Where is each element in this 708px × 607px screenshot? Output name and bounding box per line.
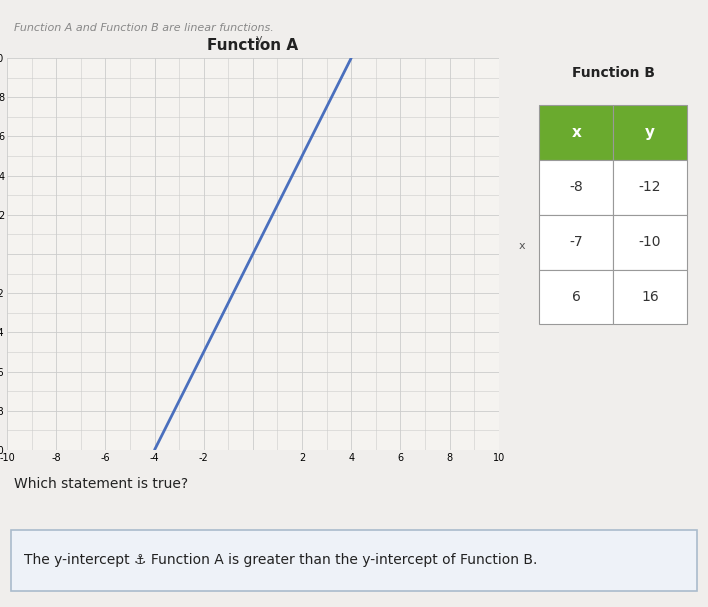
FancyBboxPatch shape xyxy=(539,270,613,325)
FancyBboxPatch shape xyxy=(613,215,687,270)
Text: 16: 16 xyxy=(641,290,659,304)
Text: x: x xyxy=(518,241,525,251)
FancyBboxPatch shape xyxy=(539,215,613,270)
Text: x: x xyxy=(571,125,581,140)
FancyBboxPatch shape xyxy=(613,160,687,215)
FancyBboxPatch shape xyxy=(539,160,613,215)
Text: Which statement is true?: Which statement is true? xyxy=(14,477,188,491)
Text: y: y xyxy=(256,35,263,44)
Text: Function B: Function B xyxy=(571,66,655,80)
FancyBboxPatch shape xyxy=(613,270,687,325)
Text: -8: -8 xyxy=(569,180,583,194)
Text: -12: -12 xyxy=(639,180,661,194)
Text: -7: -7 xyxy=(569,235,583,249)
Title: Function A: Function A xyxy=(207,38,299,53)
Text: The y-intercept ⚓ Function A is greater than the y-intercept of Function B.: The y-intercept ⚓ Function A is greater … xyxy=(24,553,538,567)
Text: -10: -10 xyxy=(639,235,661,249)
Text: y: y xyxy=(645,125,655,140)
Text: Function A and Function B are linear functions.: Function A and Function B are linear fun… xyxy=(14,24,274,33)
FancyBboxPatch shape xyxy=(613,105,687,160)
FancyBboxPatch shape xyxy=(539,105,613,160)
FancyBboxPatch shape xyxy=(11,531,697,591)
Text: 6: 6 xyxy=(572,290,581,304)
